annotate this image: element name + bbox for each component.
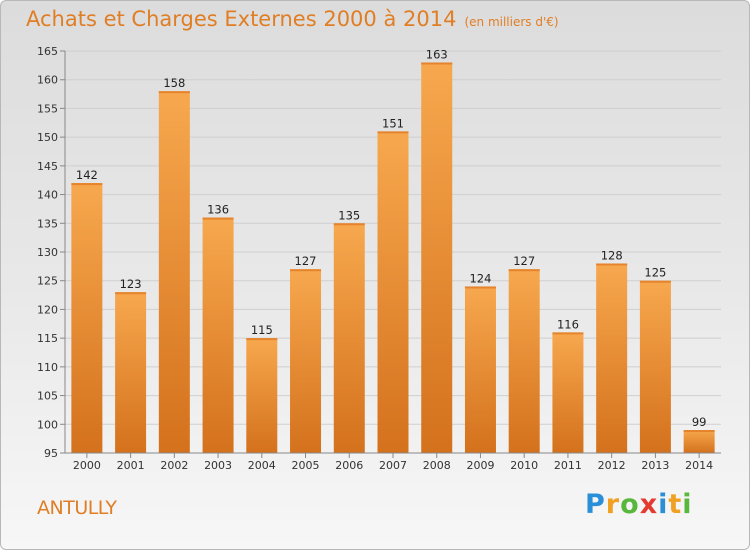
bar-2004 [246,338,278,453]
bar-2002 [158,91,190,453]
bar-2011 [552,332,584,453]
x-tick-label: 2008 [423,459,451,472]
y-tick-label: 105 [37,390,58,403]
bar-value-label: 99 [692,415,707,429]
y-tick-label: 95 [44,447,58,460]
bar-2005 [290,269,322,453]
bar-top-edge [508,269,540,272]
x-tick-label: 2010 [510,459,538,472]
bar-2003 [202,217,234,453]
logo-letter: t [668,489,683,520]
x-tick-label: 2009 [466,459,494,472]
x-tick-label: 2013 [641,459,669,472]
bar-value-label: 142 [76,168,98,182]
commune-name: ANTULLY [37,497,117,519]
y-tick-label: 130 [37,246,58,259]
bars: 142 123 158 136 115 127 135 151 163 124 127 116 128 1… [71,47,715,454]
x-tick-label: 2014 [685,459,713,472]
proxiti-logo: Proxiti [585,489,693,520]
chart-title: Achats et Charges Externes 2000 à 2014 (e… [26,7,559,31]
x-tick-label: 2007 [379,459,407,472]
bar-top-edge [377,131,409,134]
bar-top-edge [202,217,234,220]
bar-2007 [377,131,409,453]
logo-letter: P [585,489,606,520]
bar-value-label: 128 [601,248,623,262]
bar-2008 [421,62,453,453]
bar-top-edge [246,338,278,341]
bar-value-label: 124 [469,271,491,285]
bar-top-edge [683,430,715,433]
bar-top-edge [71,183,103,186]
bar-2012 [596,263,628,453]
bar-top-edge [421,62,453,65]
y-tick-label: 145 [37,160,58,173]
unit-note: (en milliers d'€) [464,15,559,29]
logo-letter: i [682,489,693,520]
y-tick-label: 125 [37,275,58,288]
x-tick-label: 2006 [335,459,363,472]
bar-value-label: 158 [163,76,185,90]
logo-letter: r [605,489,621,520]
x-tick-label: 2011 [554,459,582,472]
y-tick-label: 140 [37,189,58,202]
bar-value-label: 127 [513,254,535,268]
bar-2000 [71,183,103,454]
y-tick-label: 100 [37,418,58,431]
x-tick-label: 2012 [598,459,626,472]
bar-2006 [333,223,365,453]
y-tick-label: 160 [37,74,58,87]
bar-value-label: 163 [426,47,448,61]
bar-top-edge [464,286,496,289]
bar-top-edge [333,223,365,226]
bar-top-edge [596,263,628,266]
bar-value-label: 127 [295,254,317,268]
logo-letter: x [639,489,659,520]
x-tick-label: 2004 [248,459,276,472]
bar-top-edge [639,280,671,283]
logo-letter: o [620,489,640,520]
x-tick-label: 2002 [160,459,188,472]
bar-2014 [683,430,715,453]
title-text: Achats et Charges Externes 2000 à 2014 [26,7,457,31]
y-tick-label: 110 [37,361,58,374]
y-tick-label: 150 [37,131,58,144]
bar-value-label: 151 [382,116,404,130]
y-tick-label: 155 [37,102,58,115]
bar-value-label: 115 [251,323,273,337]
bar-chart: 95 100 105 110 115 120 125 130 135 140 145 150 155 16… [37,45,721,472]
x-axis: 2000 2001 2002 2003 2004 2005 2006 2007 2008 2009… [65,452,721,472]
bar-top-edge [158,91,190,94]
bar-2010 [508,269,540,453]
y-tick-label: 165 [37,45,58,58]
bar-2013 [639,280,671,453]
logo-letter: i [658,489,669,520]
bar-value-label: 116 [557,317,579,331]
x-tick-label: 2000 [73,459,101,472]
bar-value-label: 125 [644,266,666,280]
y-axis: 95 100 105 110 115 120 125 130 135 140 145 150 155 16… [37,45,66,460]
bar-value-label: 135 [338,208,360,222]
bar-top-edge [115,292,147,295]
bar-value-label: 123 [120,277,142,291]
bar-2001 [115,292,147,453]
bar-top-edge [552,332,584,335]
x-tick-label: 2005 [292,459,320,472]
y-tick-label: 120 [37,303,58,316]
bar-value-label: 136 [207,203,229,217]
bar-top-edge [290,269,322,272]
y-tick-label: 115 [37,332,58,345]
x-tick-label: 2003 [204,459,232,472]
x-tick-label: 2001 [117,459,145,472]
bar-2009 [464,286,496,453]
y-tick-label: 135 [37,217,58,230]
